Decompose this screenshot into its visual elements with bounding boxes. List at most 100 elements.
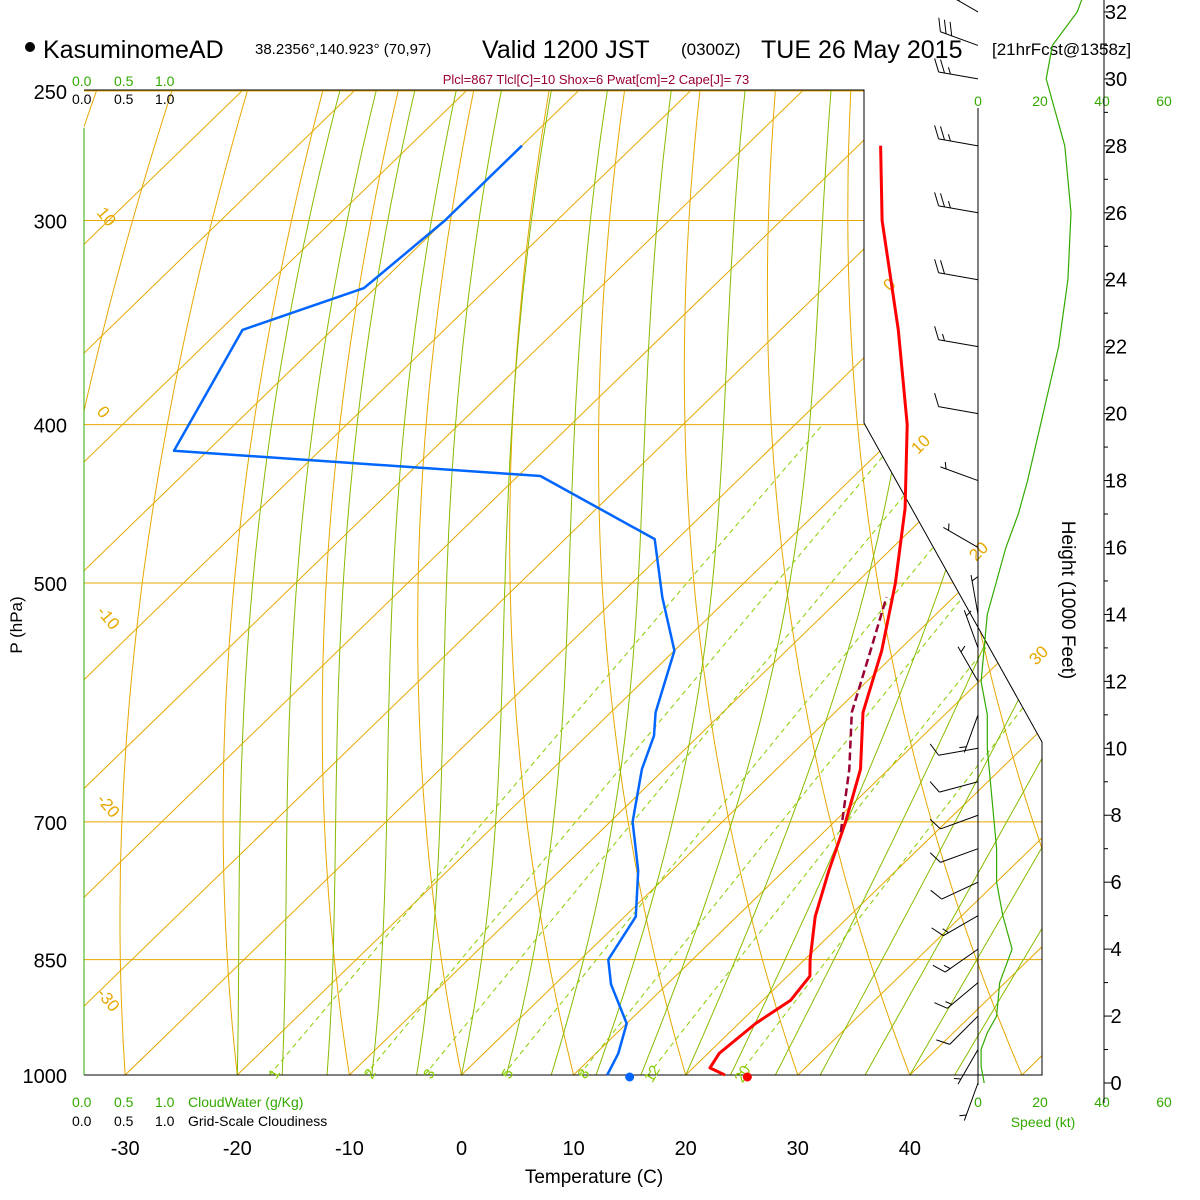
speed-tick-bottom: 20 [1032,1094,1048,1110]
wind-barb-staff [938,406,979,415]
height-axis-label: Height (1000 Feet) [1057,521,1078,679]
pressure-tick-label: 850 [34,951,67,973]
temperature-tick-label: -20 [223,1138,252,1160]
wind-barb [959,1082,979,1121]
wind-barb-flag [929,781,940,793]
temperature-tick-label: 30 [787,1138,809,1160]
height-tick-label: 32 [1105,2,1127,24]
moist-adiabat-32 [819,90,1042,1075]
wind-barb-flag [934,1002,948,1009]
moist-adiabat--12 [326,90,422,1075]
speed-label: Speed (kt) [1011,1114,1076,1130]
wind-barb [934,393,979,415]
moist-adiabat-44 [954,90,1042,1075]
wind-barb-flag [966,610,972,617]
wind-barb-staff [938,339,979,348]
wind-barb-staff [941,881,979,900]
wind-barb [934,125,979,147]
pressure-tick-label: 1000 [23,1066,68,1088]
wind-barb-staff [956,0,979,13]
cloud-scale-top: 0.0 0.5 1.0 0.0 0.5 1.0 [72,73,175,107]
wind-barb-flag [971,576,979,582]
wind-barb-flag [943,964,951,970]
isotherm--50 [84,90,945,1075]
isotherm--10 [313,90,1042,1075]
surface-temperature-point [742,1072,752,1082]
wind-barb-flag [940,126,945,141]
speed-tick-top: 0 [974,93,982,109]
pressure-tick-label: 700 [34,813,67,835]
moist-adiabat-8 [550,90,676,1075]
wind-barb-flag [947,201,951,209]
height-tick-label: 12 [1105,671,1127,693]
wind-barb [940,461,979,482]
wind-barb-flag [947,67,951,75]
cloudiness-scale-bottom-2: 1.0 [155,1113,175,1129]
wind-barb-staff [940,848,979,863]
isotherm--80 [84,90,609,1075]
height-tick-label: 2 [1110,1006,1121,1028]
dry-adiabat--10 [321,90,406,1075]
wind-barb-flag [944,461,947,469]
wind-barb [957,645,979,682]
temperature-tick-label: 40 [899,1138,921,1160]
wind-barb-staff [944,948,979,973]
pressure-tick-label: 500 [34,574,67,596]
wind-barb-flag [931,927,944,937]
wind-barb-staff [957,1049,979,1085]
wind-barb [963,610,979,649]
wind-barb-flag [929,818,941,830]
dry-adiabat--30 [119,90,257,1075]
wind-barb-flag [943,19,947,34]
wind-barb [929,743,979,756]
isotherm--60 [84,90,833,1075]
wind-barbs [929,0,979,1121]
wind-barb-flag [930,889,943,900]
wind-barb-flag [940,59,945,74]
temperature-tick-label: -30 [111,1138,140,1160]
temperature-axis: -30 -20 -10 0 10 20 30 40 [111,1138,921,1160]
wind-barb-flag [940,260,945,274]
wind-barb [929,814,979,830]
wind-barb [934,982,979,1009]
wind-barb-staff [940,31,979,46]
surface-dewpoint-point [625,1072,635,1082]
wind-barb-staff [970,574,979,615]
speed-tick-top: 20 [1032,93,1048,109]
wind-barb [936,1015,979,1045]
moist-adiabat--4 [416,90,508,1075]
wind-barb-staff [938,71,979,80]
wind-barb-staff [938,205,979,214]
cloudiness-scale-top-0: 0.0 [72,91,92,107]
wind-barb-staff [938,138,979,147]
wind-barb-staff [940,814,979,830]
cloudiness-scale-bottom-0: 0.0 [72,1113,92,1129]
moist-adiabat-36 [864,90,1042,1075]
valid-time: Valid 1200 JST [482,36,650,64]
wind-barb-flag [960,645,966,653]
wind-barb-flag [942,333,945,341]
dry-adiabat-50 [847,90,1038,1075]
wind-barb-staff [938,747,979,756]
moist-adiabat-28 [774,90,1042,1075]
moist-adiabat-16 [640,90,834,1075]
pressure-tick-label: 250 [34,82,67,104]
wind-barb-flag [932,964,946,973]
wind-barb-staff [963,1082,979,1121]
speed-tick-bottom: 60 [1156,1094,1172,1110]
height-tick-label: 14 [1105,604,1127,626]
mixing-ratio-line-5 [502,424,1035,1075]
wind-barb-flag [940,193,945,208]
wind-barb-flag [938,17,941,32]
temperature-tick-label: -10 [335,1138,364,1160]
station-marker-icon [25,42,35,52]
height-tick-label: 20 [1105,404,1127,426]
wind-barb-staff [943,915,979,937]
cloudiness-scale-top-2: 1.0 [155,91,175,107]
wind-barb-staff [949,1015,979,1045]
wind-barb [970,574,979,615]
wind-barb-flag [947,134,951,142]
wind-barb [929,781,979,793]
height-tick-label: 18 [1105,471,1127,493]
